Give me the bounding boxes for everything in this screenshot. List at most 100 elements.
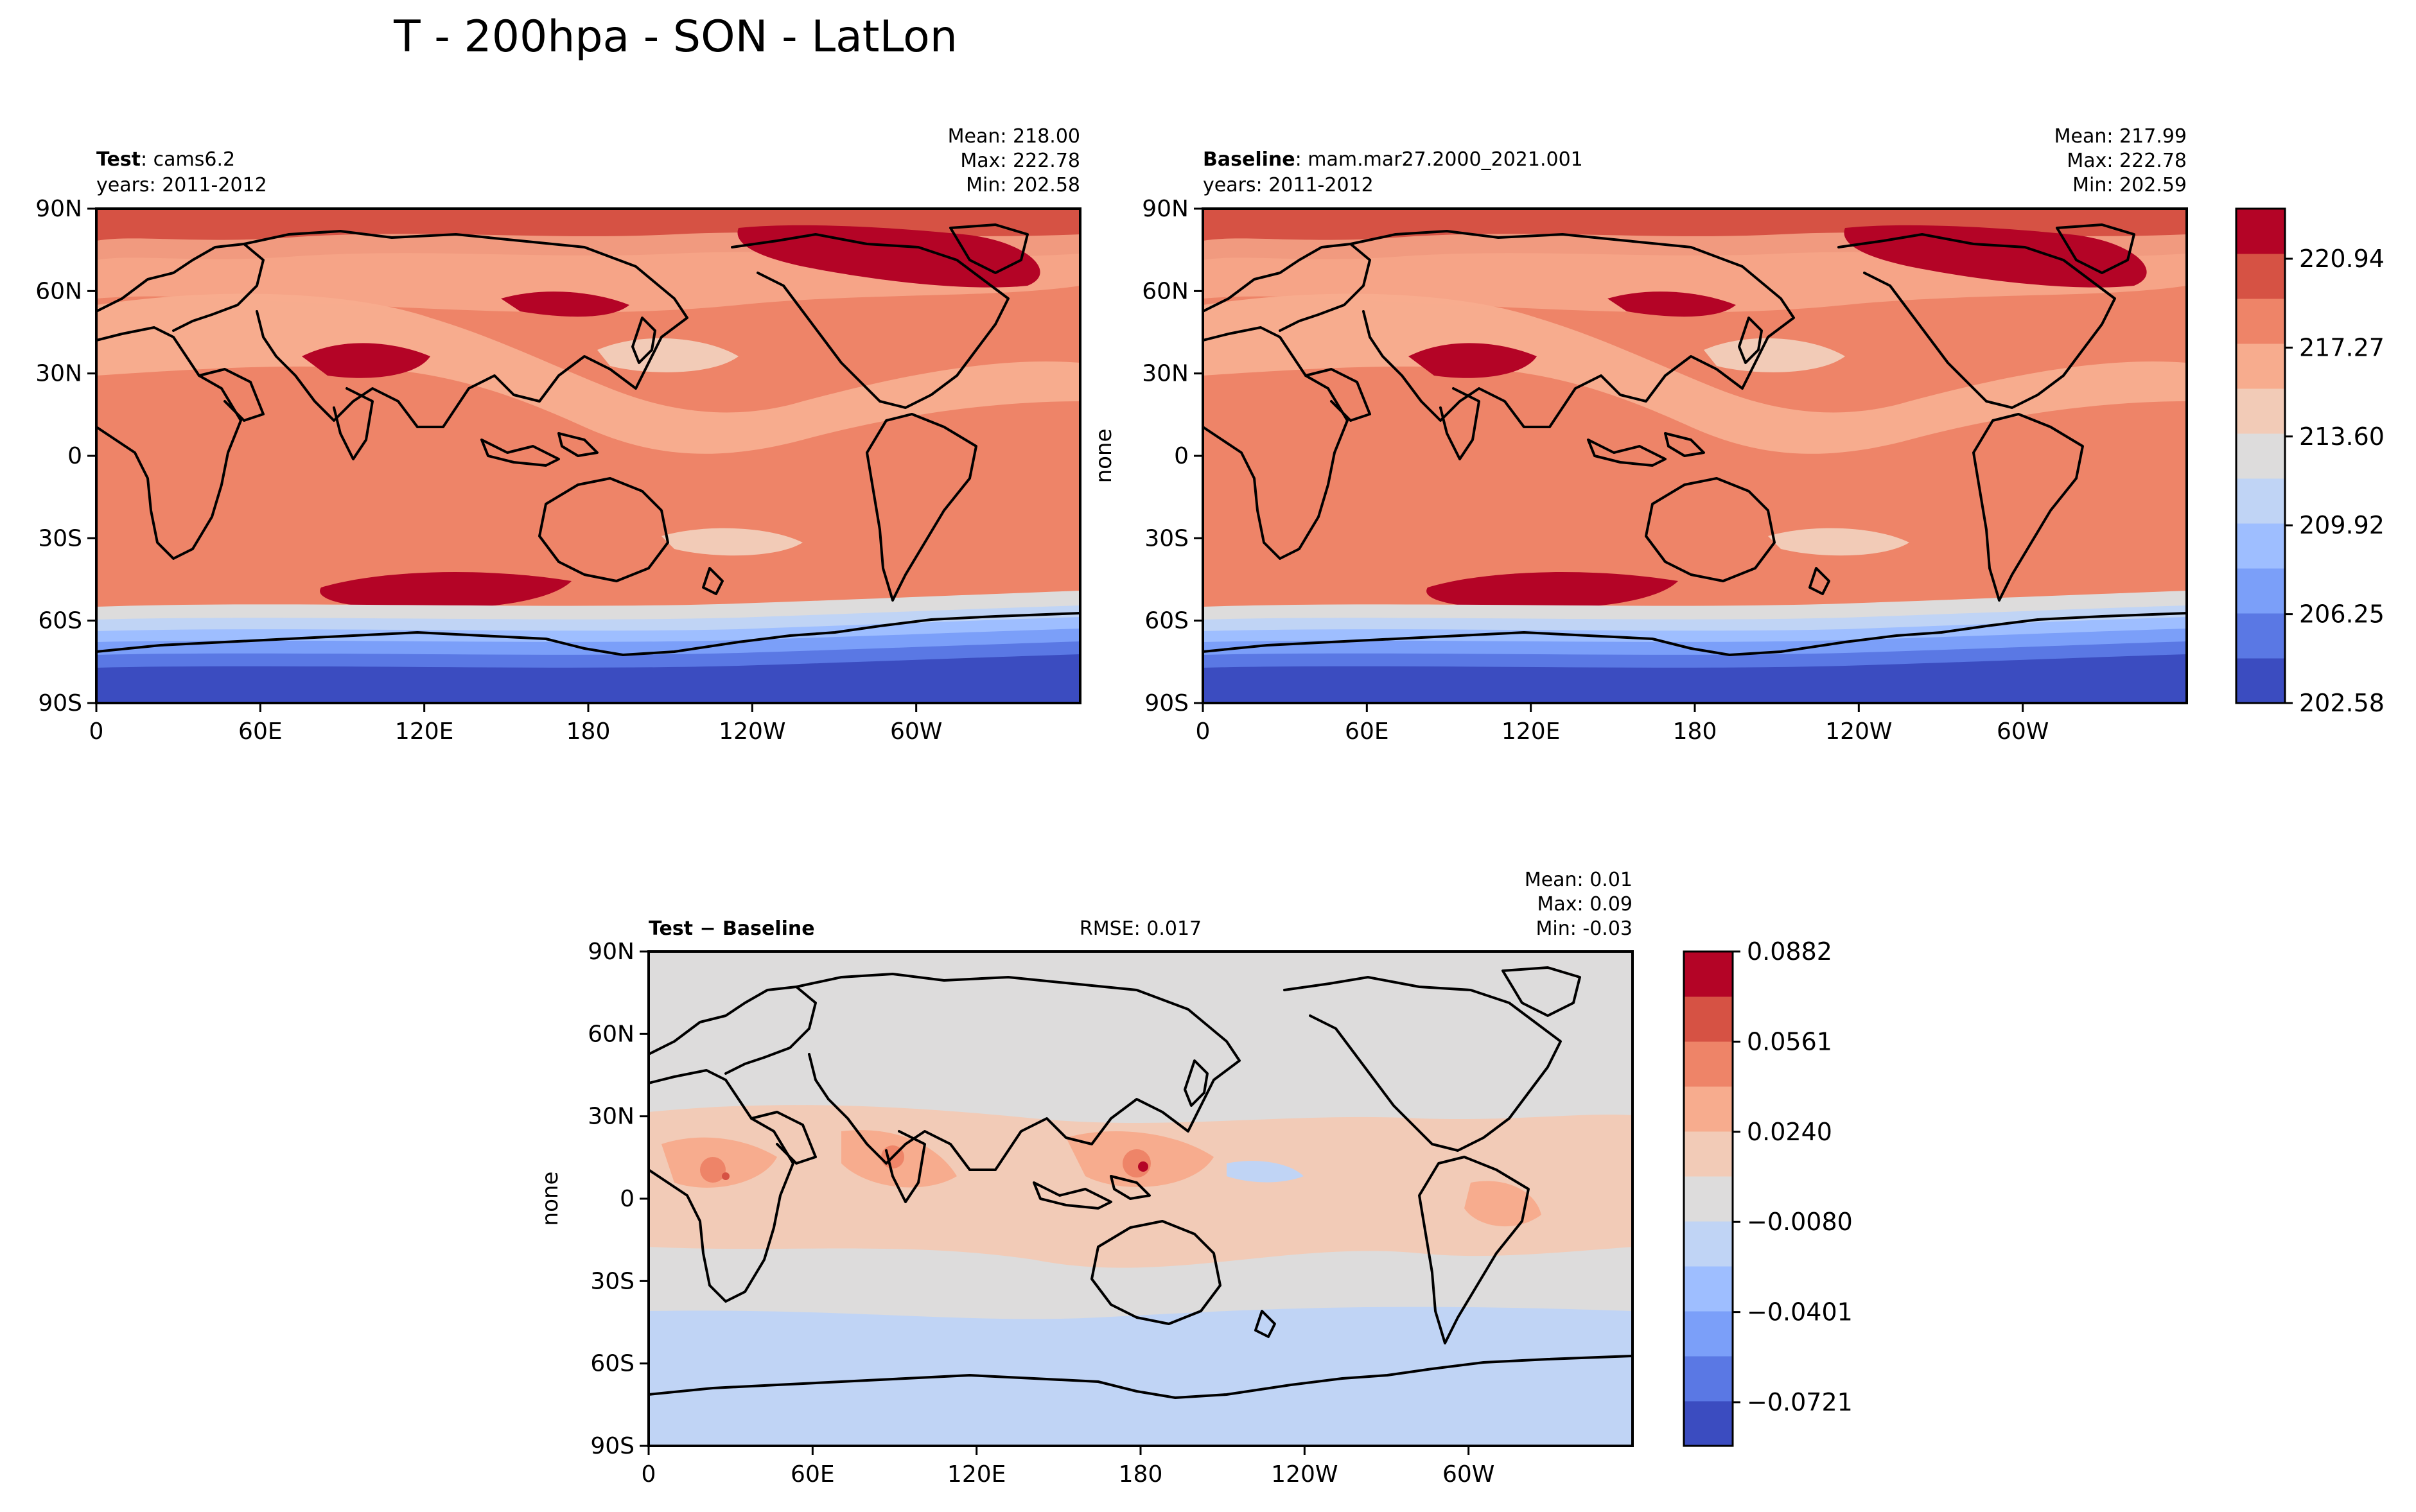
baseline-years: years: 2011-2012 [1203, 174, 1374, 196]
colorbar-segment [2236, 254, 2285, 299]
colorbar-tick-label: 0.0561 [1747, 1027, 1832, 1056]
colorbar-segment [2236, 658, 2285, 704]
colorbar-segment [1684, 952, 1733, 997]
baseline-panel: Baseline: mam.mar27.2000_2021.001 years:… [1091, 125, 2188, 745]
lat-tick-label: 90S [590, 1433, 635, 1459]
colorbar-tick-label: 213.60 [2299, 422, 2385, 451]
colorbar-segment [1684, 1266, 1733, 1312]
lat-tick-label: 30S [38, 525, 82, 552]
lat-tick-label: 30N [588, 1104, 635, 1130]
test-mean: Mean: 218.00 [948, 125, 1080, 148]
diff-mean: Mean: 0.01 [1525, 869, 1633, 891]
lon-tick-label: 0 [642, 1461, 656, 1488]
lat-tick-label: 30N [1142, 361, 1189, 387]
test-panel: Test: cams6.2 years: 2011-2012 Mean: 218… [35, 125, 1081, 745]
lon-tick-label: 60E [1345, 718, 1389, 745]
colorbar-segment [1684, 1176, 1733, 1222]
test-years: years: 2011-2012 [96, 174, 267, 196]
colorbar-segment [2236, 209, 2285, 254]
lon-tick-label: 0 [1196, 718, 1211, 745]
lon-tick-label: 60W [890, 718, 942, 745]
test-lat-axis: 90N 60N 30N 0 30S 60S 90S [35, 196, 96, 717]
lon-tick-label: 60E [791, 1461, 835, 1488]
diff-min: Min: -0.03 [1536, 917, 1633, 940]
colorbar-tick-label: 0.0882 [1747, 937, 1832, 966]
lon-tick-label: 60E [238, 718, 283, 745]
diff-ylabel: none [538, 1172, 563, 1226]
test-label: Test: cams6.2 [96, 148, 235, 171]
colorbar-frame [2235, 207, 2286, 704]
baseline-mean: Mean: 217.99 [2054, 125, 2187, 148]
lon-tick-label: 120E [395, 718, 453, 745]
colorbar-segment [2236, 433, 2285, 479]
colorbar-segment [1684, 1041, 1733, 1087]
diff-panel: Test − Baseline RMSE: 0.017 Mean: 0.01 M… [538, 869, 1634, 1488]
colorbar-tick-label: −0.0401 [1747, 1298, 1853, 1326]
colorbar-segment [1684, 996, 1733, 1042]
colorbar-segment [2236, 568, 2285, 614]
lon-tick-label: 120W [1825, 718, 1892, 745]
lat-tick-label: 0 [67, 443, 82, 469]
diff-rmse: RMSE: 0.017 [1080, 917, 1202, 940]
colorbar-segment [1684, 1086, 1733, 1132]
figure-title: T - 200hpa - SON - LatLon [393, 12, 958, 62]
diff-lat-axis: 90N 60N 30N 0 30S 60S 90S [588, 939, 649, 1459]
lat-tick-label: 60N [1142, 278, 1189, 304]
baseline-ylabel: none [1091, 429, 1117, 483]
lon-tick-label: 120E [1501, 718, 1560, 745]
lat-tick-label: 60S [1144, 608, 1189, 634]
baseline-lat-axis: 90N 60N 30N 0 30S 60S 90S [1142, 196, 1203, 717]
test-min: Min: 202.58 [966, 174, 1080, 196]
lon-tick-label: 60W [1442, 1461, 1494, 1488]
colorbar-segment [1684, 1131, 1733, 1177]
main-colorbar: 220.94 217.27 213.60 209.92 206.25 202.58 [2235, 207, 2385, 717]
colorbar-segment [2236, 343, 2285, 389]
colorbar-segment [2236, 478, 2285, 524]
lat-tick-label: 90S [38, 690, 82, 717]
lat-tick-label: 90N [588, 939, 635, 965]
colorbar-segment [1684, 1356, 1733, 1402]
lon-tick-label: 120E [947, 1461, 1006, 1488]
colorbar-segment [2236, 299, 2285, 344]
colorbar-tick-label: 220.94 [2299, 245, 2385, 273]
lat-tick-label: 0 [1174, 443, 1189, 469]
colorbar-segment [1684, 1401, 1733, 1447]
baseline-min: Min: 202.59 [2072, 174, 2187, 196]
colorbar-segment [1684, 1311, 1733, 1357]
lat-tick-label: 60S [590, 1351, 635, 1377]
baseline-max: Max: 222.78 [2067, 150, 2187, 172]
lon-tick-label: 120W [1271, 1461, 1338, 1488]
colorbar-segment [1684, 1221, 1733, 1267]
test-lon-axis: 0 60E 120E 180 120W 60W [89, 703, 942, 745]
lon-tick-label: 120W [719, 718, 785, 745]
test-max: Max: 222.78 [960, 150, 1080, 172]
lat-tick-label: 30S [590, 1268, 635, 1294]
lon-tick-label: 180 [1119, 1461, 1163, 1488]
colorbar-tick-label: −0.0080 [1747, 1208, 1853, 1236]
diff-lon-axis: 0 60E 120E 180 120W 60W [642, 1446, 1494, 1488]
colorbar-segment [2236, 613, 2285, 659]
colorbar-tick-label: 202.58 [2299, 689, 2385, 717]
diff-max: Max: 0.09 [1537, 893, 1633, 916]
colorbar-tick-label: 217.27 [2299, 333, 2385, 361]
baseline-lon-axis: 0 60E 120E 180 120W 60W [1196, 703, 2049, 745]
lon-tick-label: 60W [1997, 718, 2049, 745]
lat-tick-label: 90N [35, 196, 82, 222]
colorbar-frame [1683, 950, 1734, 1447]
diff-colorbar: 0.0882 0.0561 0.0240 −0.0080 −0.0401 −0.0721 [1683, 937, 1853, 1447]
colorbar-tick-label: 206.25 [2299, 600, 2385, 629]
colorbar-segment [2236, 388, 2285, 434]
diff-label: Test − Baseline [649, 917, 815, 940]
colorbar-tick-label: 209.92 [2299, 511, 2385, 539]
lon-tick-label: 180 [566, 718, 611, 745]
lat-tick-label: 60S [38, 608, 82, 634]
lat-tick-label: 0 [620, 1186, 635, 1212]
colorbar-tick-label: 0.0240 [1747, 1118, 1832, 1146]
lat-tick-label: 90N [1142, 196, 1189, 222]
colorbar-tick-label: −0.0721 [1747, 1388, 1853, 1416]
lat-tick-label: 30S [1144, 525, 1189, 552]
baseline-label: Baseline: mam.mar27.2000_2021.001 [1203, 148, 1583, 171]
lon-tick-label: 180 [1673, 718, 1717, 745]
colorbar-segment [2236, 523, 2285, 569]
